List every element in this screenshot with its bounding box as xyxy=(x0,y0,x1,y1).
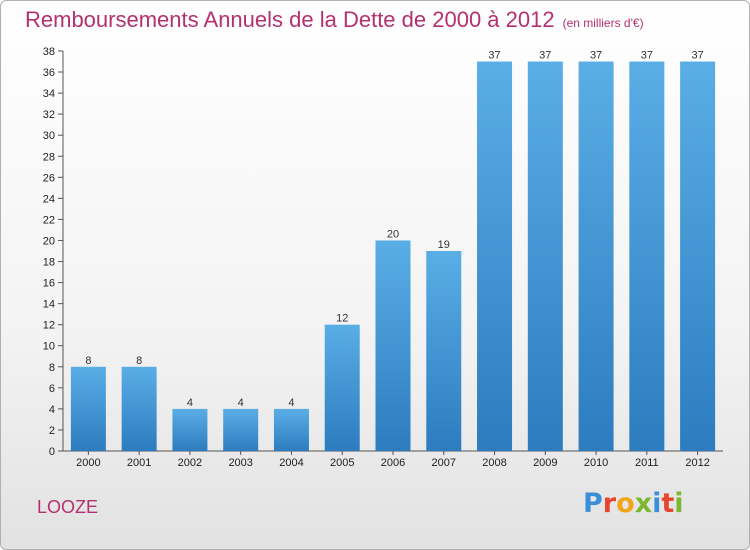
logo-letter: i xyxy=(674,488,684,519)
x-tick-label: 2005 xyxy=(330,457,354,469)
y-tick-label: 12 xyxy=(43,320,55,332)
bar xyxy=(70,366,106,451)
x-tick-label: 2010 xyxy=(584,457,608,469)
chart-title-text: Remboursements Annuels de la Dette de 20… xyxy=(25,7,555,32)
bar xyxy=(375,240,411,451)
x-tick-label: 2012 xyxy=(685,457,709,469)
bar xyxy=(223,408,259,451)
bar xyxy=(477,61,513,452)
logo-letter: x xyxy=(634,488,653,519)
logo-letter: r xyxy=(602,488,617,519)
logo-letter: t xyxy=(661,488,675,519)
y-tick-label: 36 xyxy=(43,67,55,79)
bar xyxy=(578,61,614,452)
bar xyxy=(426,251,462,451)
logo-letter: i xyxy=(652,488,662,519)
y-tick-label: 34 xyxy=(43,88,55,100)
data-label: 8 xyxy=(136,355,142,367)
x-tick-label: 2004 xyxy=(279,457,303,469)
y-tick-label: 22 xyxy=(43,214,55,226)
x-tick-label: 2006 xyxy=(381,457,405,469)
x-tick-label: 2009 xyxy=(533,457,557,469)
data-label: 37 xyxy=(488,50,500,62)
x-tick-label: 2011 xyxy=(635,457,659,469)
commune-name: LOOZE xyxy=(37,497,99,517)
y-tick-label: 24 xyxy=(43,193,55,205)
data-label: 37 xyxy=(691,50,703,62)
data-label: 37 xyxy=(641,50,653,62)
x-tick-label: 2000 xyxy=(76,457,100,469)
y-tick-label: 28 xyxy=(43,151,55,163)
y-tick-label: 2 xyxy=(49,425,55,437)
bar xyxy=(629,61,665,452)
data-label: 8 xyxy=(85,355,91,367)
data-label: 37 xyxy=(539,50,551,62)
x-tick-label: 2007 xyxy=(432,457,456,469)
data-label: 12 xyxy=(336,313,348,325)
y-tick-label: 18 xyxy=(43,257,55,269)
x-tick-label: 2003 xyxy=(228,457,252,469)
bar xyxy=(324,324,360,451)
logo-letter: o xyxy=(616,488,635,519)
bar xyxy=(172,408,208,451)
data-label: 4 xyxy=(288,397,294,409)
data-label: 4 xyxy=(187,397,193,409)
data-label: 19 xyxy=(438,239,450,251)
x-tick-label: 2002 xyxy=(178,457,202,469)
proxiti-logo[interactable]: Proxiti xyxy=(583,488,684,519)
data-label: 37 xyxy=(590,50,602,62)
logo-letter: P xyxy=(583,488,603,519)
data-label: 20 xyxy=(387,228,399,240)
y-tick-label: 38 xyxy=(43,46,55,58)
y-tick-label: 0 xyxy=(49,446,55,458)
chart-bars xyxy=(70,61,716,452)
chart-title: Remboursements Annuels de la Dette de 20… xyxy=(25,7,644,33)
y-tick-label: 20 xyxy=(43,235,55,247)
bar xyxy=(527,61,563,452)
chart-subtitle: (en milliers d'€) xyxy=(562,16,644,30)
bar xyxy=(273,408,309,451)
y-tick-label: 14 xyxy=(43,299,55,311)
y-tick-label: 26 xyxy=(43,172,55,184)
chart-labels: 2000 8 2001 8 2002 4 2003 4 2004 4 2005 12 2006 20 200… xyxy=(76,50,710,469)
y-tick-label: 6 xyxy=(49,383,55,395)
x-tick-label: 2008 xyxy=(482,457,506,469)
bar xyxy=(121,366,157,451)
y-tick-label: 8 xyxy=(49,362,55,374)
y-tick-label: 10 xyxy=(43,341,55,353)
y-tick-label: 30 xyxy=(43,130,55,142)
data-label: 4 xyxy=(238,397,244,409)
y-tick-label: 4 xyxy=(49,404,55,416)
x-tick-label: 2001 xyxy=(127,457,151,469)
bar xyxy=(680,61,716,452)
y-tick-label: 32 xyxy=(43,109,55,121)
y-tick-label: 16 xyxy=(43,278,55,290)
